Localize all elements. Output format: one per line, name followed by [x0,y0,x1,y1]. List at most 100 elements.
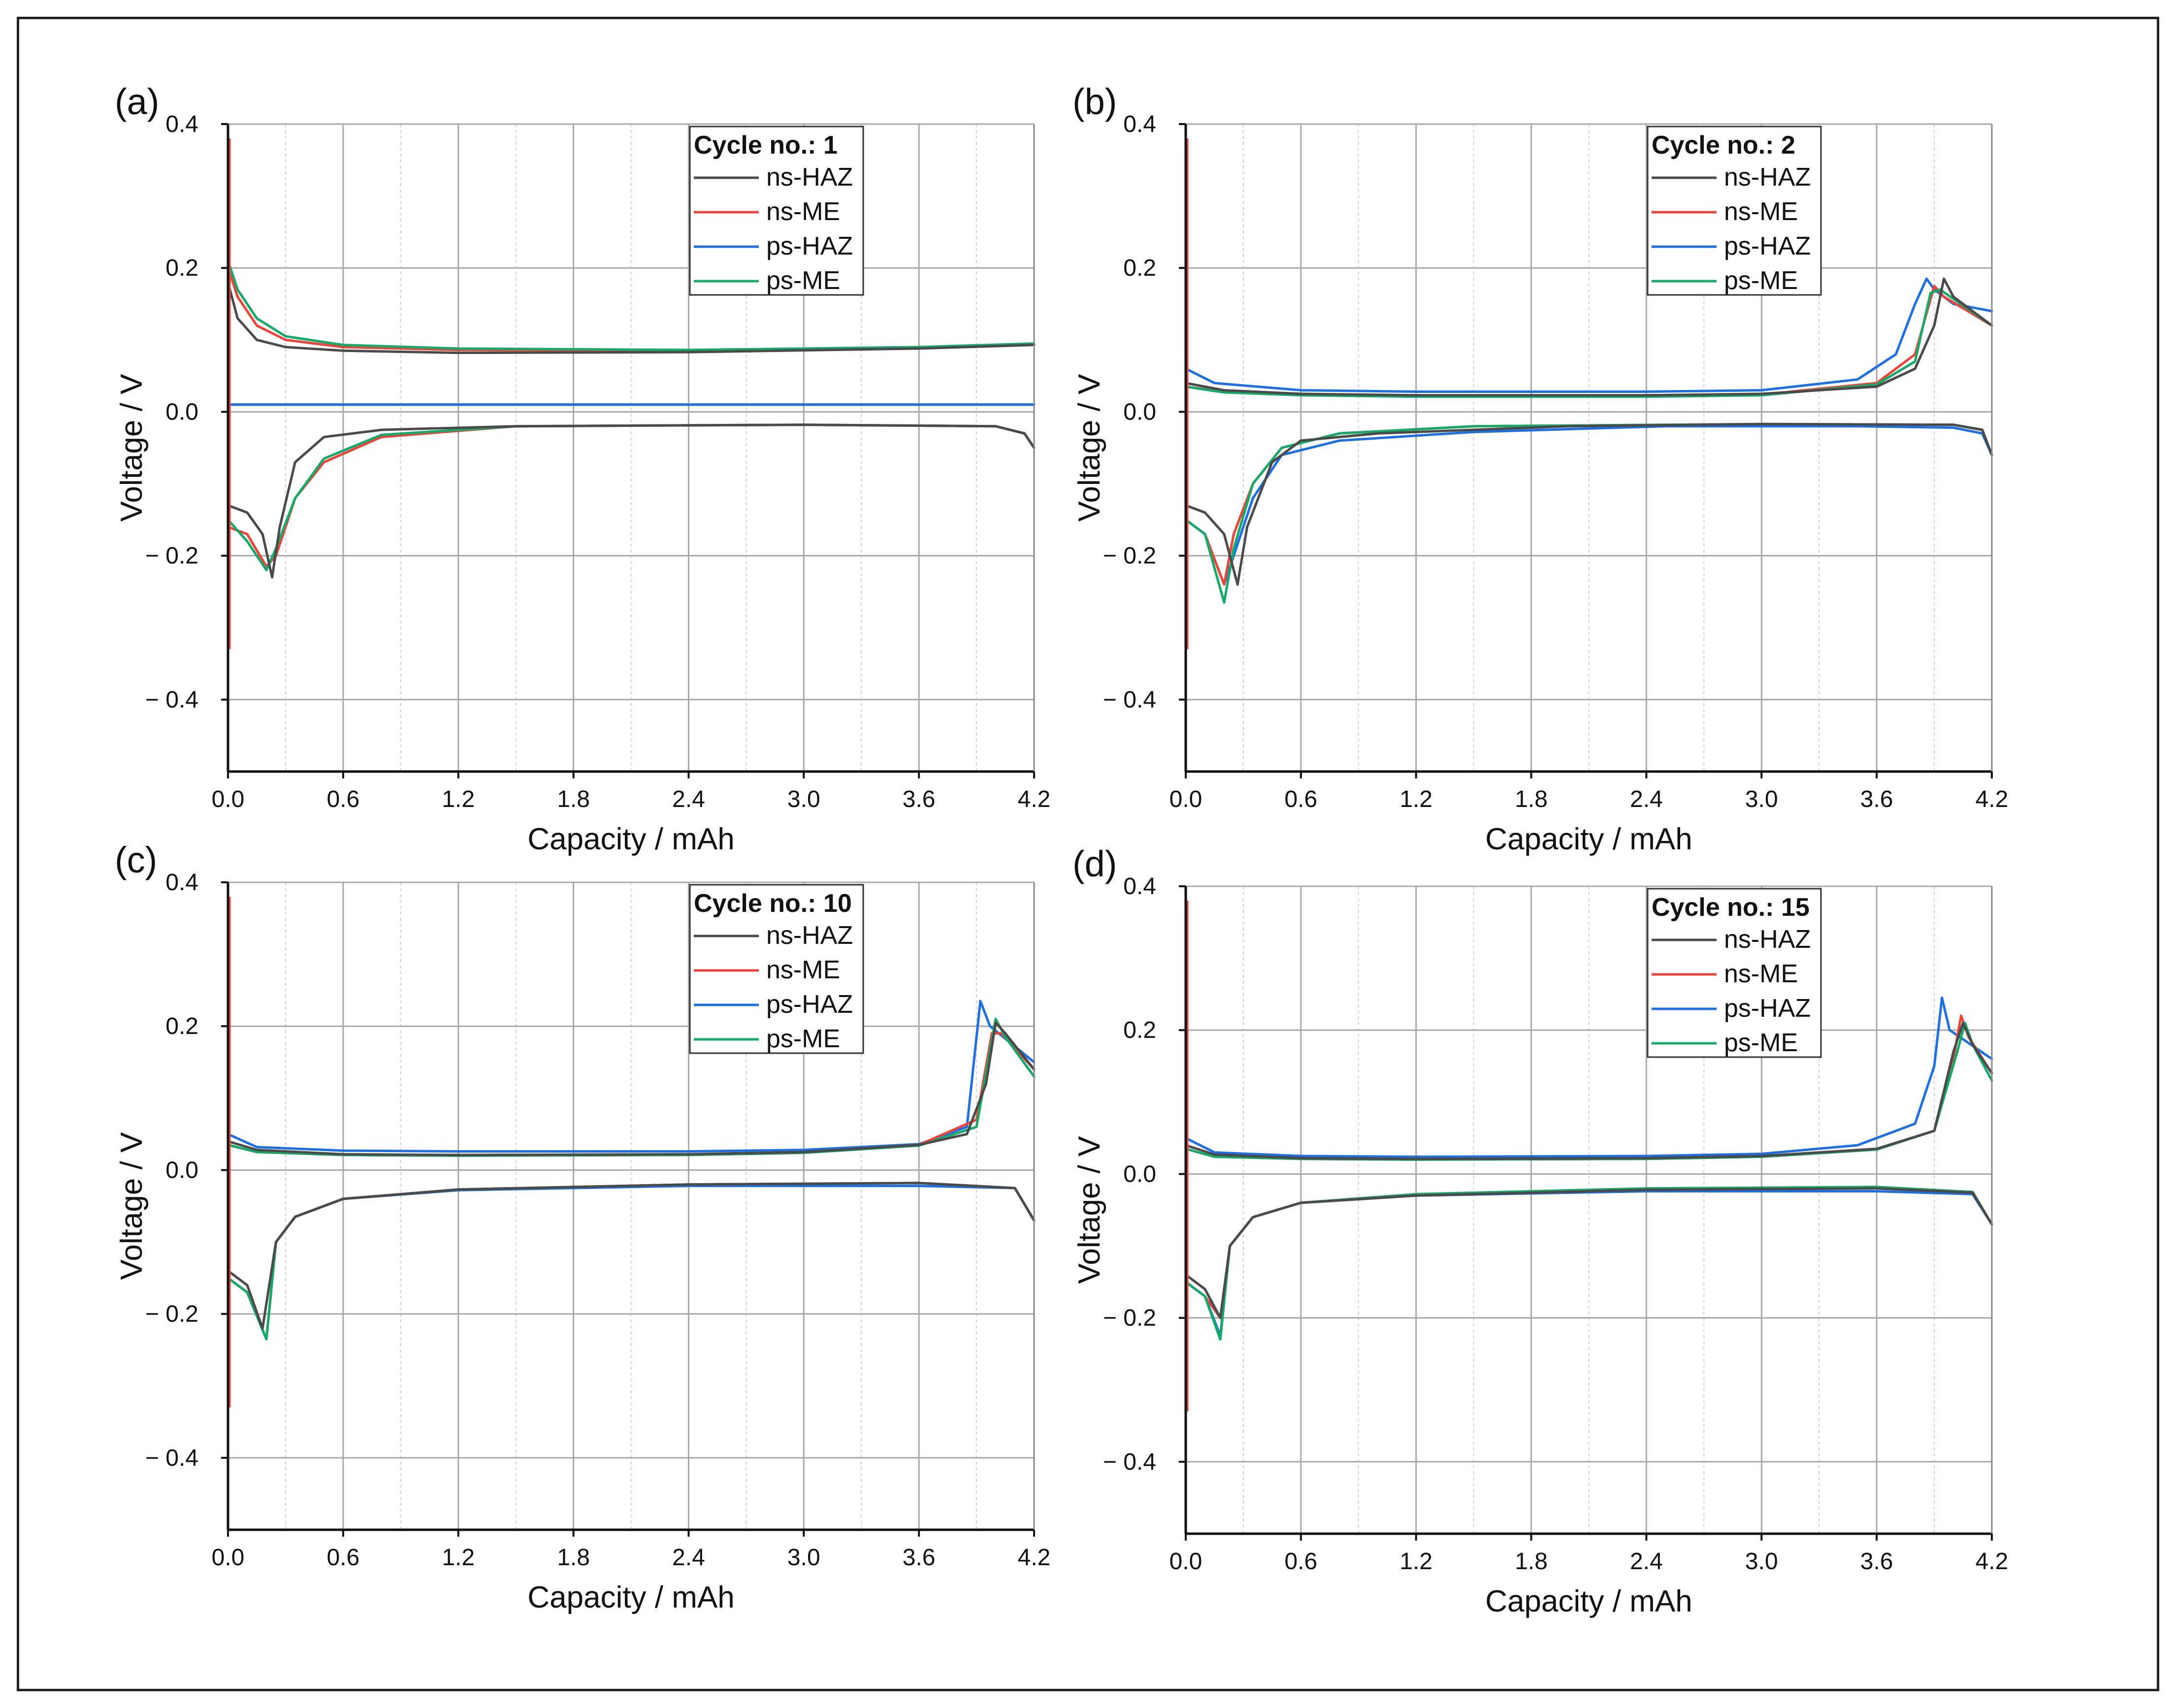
panel-4-y-axis-title: Voltage / V [1072,1136,1106,1284]
panel-1-legend-label-ns-HAZ: ns-HAZ [766,163,853,192]
panel-3-series-ns-HAZ-discharge [227,1182,1036,1330]
figure-frame [17,17,2159,1691]
panel-4-label: (d) [1072,843,1117,884]
panel-2-y-tick-label: 0.4 [1123,111,1156,137]
panel-4-x-tick-label: 1.8 [1515,1548,1548,1575]
panel-2-y-tick-label: 0.2 [1123,255,1156,281]
panel-2-x-axis-title: Capacity / mAh [1485,822,1692,856]
panel-3-x-tick-label: 3.6 [903,1545,936,1571]
panel-3-legend-box [689,884,864,1054]
panel-3-legend-title: Cycle no.: 10 [694,889,852,918]
panel-3-legend-label-ps-HAZ: ps-HAZ [766,990,853,1019]
panel-1-y-tick-label: 0.2 [165,255,198,281]
panel-3-x-tick-label: 1.8 [557,1545,590,1571]
panel-4-x-tick-label: 2.4 [1630,1548,1663,1575]
panel-2-series-ps-ME-charge [1184,288,1993,398]
panel-2-y-tick-label: 0.0 [1123,399,1156,425]
panel-1-x-axis-title: Capacity / mAh [527,822,734,856]
panel-2-x-tick-label: 2.4 [1630,786,1663,812]
panel-1-plot: 0.0 0.6 1.2 1.8 2.4 3.0 3.6 4.2 0.4 0.2 0.0 − 0.2 − … [115,81,1050,856]
panel-4-x-tick-label: 0.6 [1284,1548,1317,1575]
panel-3-series-ns-HAZ-charge [227,1021,1036,1157]
panel-2-x-tick-label: 0.0 [1169,786,1202,812]
panel-3-plot: 0.0 0.6 1.2 1.8 2.4 3.0 3.6 4.2 0.4 0.2 0.0 − 0.2 − … [115,839,1050,1614]
panel-4-x-tick-label: 3.6 [1860,1548,1893,1575]
panel-3-x-tick-label: 1.2 [442,1545,475,1571]
panel-2-plot: 0.0 0.6 1.2 1.8 2.4 3.0 3.6 4.2 0.4 0.2 0.0 − 0.2 − … [1072,81,2008,856]
panel-3-x-tick-label: 0.0 [212,1545,245,1571]
panel-1-legend-label-ns-ME: ns-ME [766,197,840,226]
panel-3-y-axis-title: Voltage / V [115,1132,149,1280]
panel-3-x-tick-label: 3.0 [787,1545,820,1571]
panel-3-series-ps-ME-charge [227,1018,1036,1157]
panel-4-y-tick-label: 0.0 [1123,1161,1156,1187]
panel-2-x-tick-label: 4.2 [1976,786,2009,812]
panel-1-series-ns-HAZ-discharge [227,423,1036,579]
panel-2-series-ns-HAZ-charge [1184,277,1993,397]
panel-3-legend-label-ns-ME: ns-ME [766,956,840,984]
panel-3-y-tick-label: 0.0 [165,1157,198,1183]
panel-2-legend-label-ps-HAZ: ps-HAZ [1724,232,1811,260]
panel-1-y-axis-title: Voltage / V [115,374,149,522]
panel-4-x-axis-title: Capacity / mAh [1485,1584,1692,1618]
panel-1-legend-box [689,126,864,296]
panel-3-legend-label-ns-HAZ: ns-HAZ [766,921,853,950]
panel-3-y-tick-label: − 0.2 [145,1301,198,1327]
panel-2-x-tick-label: 1.2 [1399,786,1432,812]
panel-1-y-tick-label: 0.4 [165,111,198,137]
panel-3-label: (c) [115,839,157,880]
panel-4-x-tick-label: 1.2 [1399,1548,1432,1575]
panel-4-series-ps-ME-discharge [1184,1186,1993,1341]
panel-4-y-tick-label: 0.4 [1123,873,1156,900]
panel-1-legend-label-ps-HAZ: ps-HAZ [766,232,853,260]
panel-3-x-axis-title: Capacity / mAh [527,1580,734,1614]
panel-3-y-tick-label: 0.2 [165,1013,198,1039]
panel-1-x-tick-label: 1.8 [557,786,590,812]
panel-1-legend-title: Cycle no.: 1 [694,131,838,160]
panel-1-y-tick-label: − 0.2 [145,543,198,569]
panel-4-series-ps-HAZ-charge [1184,997,1993,1158]
panel-2-legend-title: Cycle no.: 2 [1652,131,1795,160]
panel-4-x-tick-label: 4.2 [1976,1548,2009,1575]
panel-1-x-tick-label: 1.2 [442,786,475,812]
panel-4-x-tick-label: 3.0 [1745,1548,1778,1575]
panel-2-legend-label-ns-HAZ: ns-HAZ [1724,163,1811,192]
panel-4-legend-label-ps-ME: ps-ME [1724,1029,1798,1057]
panel-1-x-tick-label: 0.6 [326,786,359,812]
panel-1-y-tick-label: 0.0 [165,399,198,425]
panel-4-series-ns-HAZ-discharge [1184,1187,1993,1320]
panel-1-legend-label-ps-ME: ps-ME [766,266,840,295]
panel-3-legend-label-ps-ME: ps-ME [766,1025,840,1053]
panel-3-y-tick-label: 0.4 [165,870,198,896]
panel-4-y-tick-label: − 0.2 [1103,1305,1156,1331]
panel-4-legend-label-ns-ME: ns-ME [1724,960,1798,988]
panel-2-x-tick-label: 0.6 [1284,786,1317,812]
panel-4-y-tick-label: 0.2 [1123,1017,1156,1043]
panel-1-series-ps-ME-charge [227,259,1036,352]
panel-3-x-tick-label: 2.4 [672,1545,705,1571]
panel-2-legend-label-ps-ME: ps-ME [1724,266,1798,295]
panel-3-x-tick-label: 0.6 [326,1545,359,1571]
panel-1-x-tick-label: 0.0 [212,786,245,812]
panel-4-plot: 0.0 0.6 1.2 1.8 2.4 3.0 3.6 4.2 0.4 0.2 0.0 − 0.2 − … [1072,843,2008,1618]
panel-1-x-tick-label: 3.0 [787,786,820,812]
panel-4-y-tick-label: − 0.4 [1103,1449,1156,1475]
panel-2-legend-label-ns-ME: ns-ME [1724,197,1798,226]
panel-1-x-tick-label: 4.2 [1018,786,1051,812]
panel-2-x-tick-label: 3.0 [1745,786,1778,812]
panel-1-x-tick-label: 2.4 [672,786,705,812]
panel-4-x-tick-label: 0.0 [1169,1548,1202,1575]
panel-1-x-tick-label: 3.6 [903,786,936,812]
panel-3-y-tick-label: − 0.4 [145,1445,198,1471]
panel-4-legend-label-ns-HAZ: ns-HAZ [1724,925,1811,954]
panel-4-series-ns-HAZ-charge [1184,1022,1993,1160]
panel-2-y-tick-label: − 0.2 [1103,543,1156,569]
panel-4-legend-box [1647,888,1822,1058]
panel-2-label: (b) [1072,81,1117,122]
panel-2-y-axis-title: Voltage / V [1072,374,1106,522]
panel-1-series-ns-HAZ-charge [227,281,1036,354]
panel-4-legend-title: Cycle no.: 15 [1652,893,1810,922]
panel-1-y-tick-label: − 0.4 [145,687,198,713]
panel-2-x-tick-label: 1.8 [1515,786,1548,812]
